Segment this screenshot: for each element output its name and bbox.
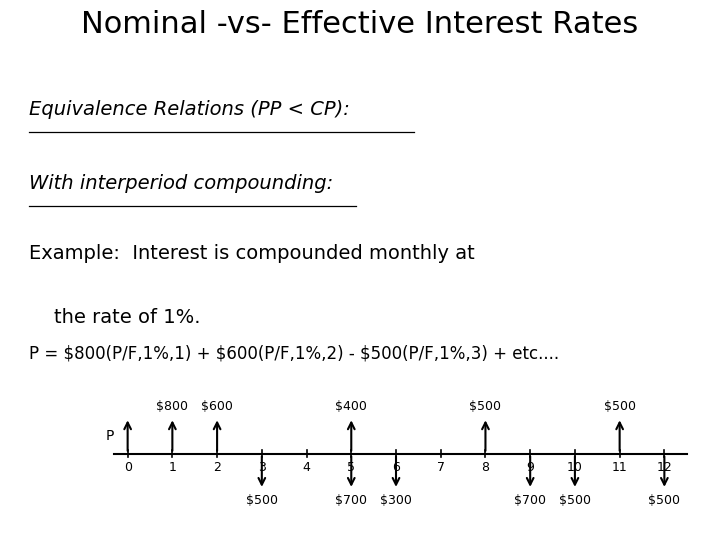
Text: 2: 2 <box>213 461 221 474</box>
Text: $700: $700 <box>514 494 546 507</box>
Text: $500: $500 <box>469 400 501 413</box>
Text: 8: 8 <box>482 461 490 474</box>
Text: 6: 6 <box>392 461 400 474</box>
Text: 12: 12 <box>657 461 672 474</box>
Text: 9: 9 <box>526 461 534 474</box>
Text: P: P <box>106 429 114 443</box>
Text: $300: $300 <box>380 494 412 507</box>
Text: 11: 11 <box>612 461 628 474</box>
Text: Nominal -vs- Effective Interest Rates: Nominal -vs- Effective Interest Rates <box>81 10 639 39</box>
Text: Equivalence Relations (PP < CP):: Equivalence Relations (PP < CP): <box>29 100 350 119</box>
Text: $500: $500 <box>559 494 591 507</box>
Text: $500: $500 <box>649 494 680 507</box>
Text: $600: $600 <box>201 400 233 413</box>
Text: $500: $500 <box>603 400 636 413</box>
Text: With interperiod compounding:: With interperiod compounding: <box>29 174 333 193</box>
Text: 1: 1 <box>168 461 176 474</box>
Text: 5: 5 <box>347 461 355 474</box>
Text: $500: $500 <box>246 494 278 507</box>
Text: the rate of 1%.: the rate of 1%. <box>29 308 200 327</box>
Text: 3: 3 <box>258 461 266 474</box>
Text: Example:  Interest is compounded monthly at: Example: Interest is compounded monthly … <box>29 245 474 264</box>
Text: 7: 7 <box>437 461 445 474</box>
Text: $800: $800 <box>156 400 189 413</box>
Text: $400: $400 <box>336 400 367 413</box>
Text: $700: $700 <box>336 494 367 507</box>
Text: 0: 0 <box>124 461 132 474</box>
Text: P = $800(P/F,1%,1) + $600(P/F,1%,2) - $500(P/F,1%,3) + etc....: P = $800(P/F,1%,1) + $600(P/F,1%,2) - $5… <box>29 344 559 362</box>
Text: 4: 4 <box>302 461 310 474</box>
Text: 10: 10 <box>567 461 583 474</box>
